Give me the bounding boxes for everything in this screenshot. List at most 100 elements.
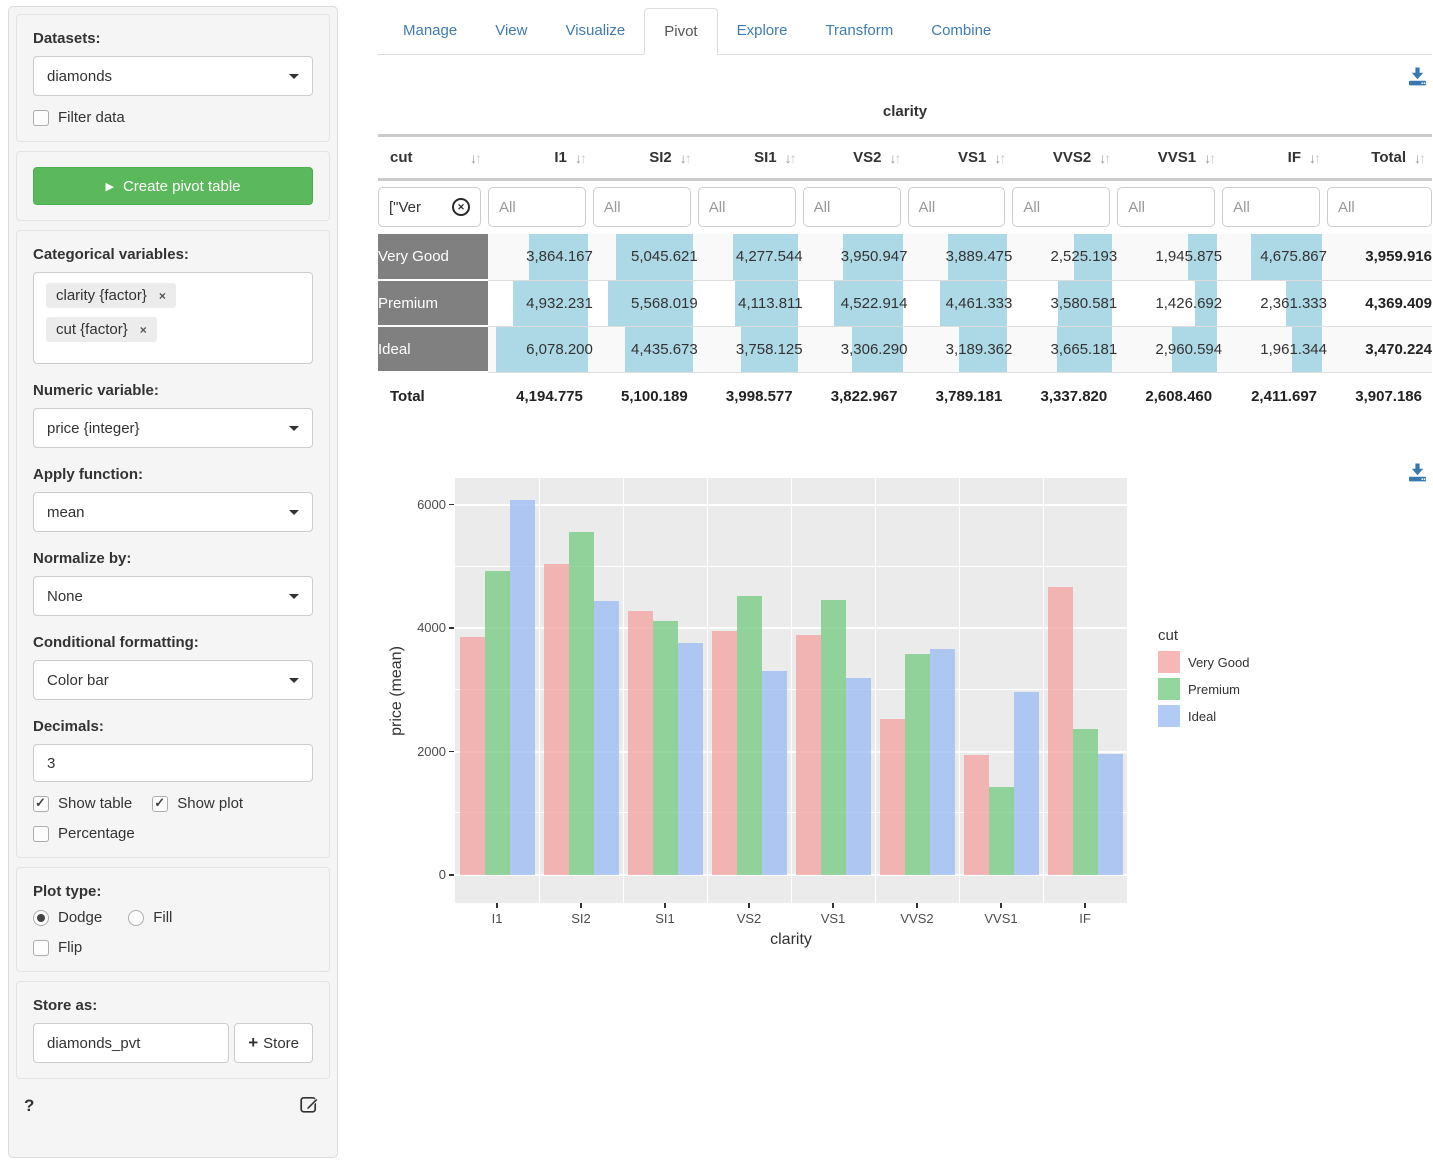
bar-premium — [568, 531, 594, 875]
pivot-cell: 3,580.581 — [1012, 280, 1118, 327]
numeric-select-value: price {integer} — [47, 419, 140, 437]
sort-icon[interactable]: ↓ ↑ — [1309, 149, 1321, 166]
download-plot-icon[interactable] — [1407, 463, 1428, 487]
filter-data-checkbox[interactable]: Filter data — [33, 109, 125, 126]
cell-value: 3,580.581 — [1050, 294, 1118, 312]
color-bar — [616, 234, 693, 280]
y-axis-title: price (mean) — [388, 646, 405, 736]
filter-input-i1[interactable]: All — [488, 187, 586, 227]
sort-icon[interactable]: ↓ ↑ — [994, 149, 1007, 166]
cell-value: 4,113.811 — [738, 294, 803, 312]
remove-tag-icon[interactable]: × — [139, 322, 147, 337]
sort-icon[interactable]: ↓ ↑ — [1099, 149, 1112, 166]
pivot-cell: 3,306.290 — [802, 326, 908, 373]
show-plot-checkbox[interactable]: Show plot — [152, 795, 243, 812]
sort-icon[interactable]: ↓ ↑ — [889, 149, 902, 166]
total-row-label: Total — [390, 388, 425, 405]
apply-function-select[interactable]: mean — [33, 492, 313, 532]
color-bar — [1172, 326, 1218, 372]
total-cell: 5,100.189 — [621, 387, 688, 405]
edit-report-icon[interactable] — [300, 1094, 320, 1118]
help-icon[interactable]: ? — [24, 1096, 35, 1115]
filter-input-vvs2[interactable]: All — [1012, 187, 1111, 227]
dataset-select[interactable]: diamonds — [33, 56, 313, 96]
sort-icon[interactable]: ↓ ↑ — [1204, 149, 1217, 166]
store-name-value: diamonds_pvt — [47, 1034, 141, 1052]
x-tick-label: IF — [1079, 911, 1091, 926]
tab-transform[interactable]: Transform — [825, 22, 894, 39]
tab-combine[interactable]: Combine — [931, 22, 992, 39]
legend-label: Ideal — [1188, 708, 1217, 724]
pivot-cell: 5,568.019 — [592, 280, 698, 327]
gridline-vertical — [791, 478, 792, 903]
create-pivot-button[interactable]: ▶ Create pivot table — [33, 167, 313, 205]
decimals-value: 3 — [47, 754, 56, 772]
header-label: SI1 — [754, 149, 777, 166]
tab-manage[interactable]: Manage — [403, 22, 458, 39]
radio-icon — [128, 909, 145, 926]
conditional-select[interactable]: Color bar — [33, 660, 313, 700]
tab-pivot[interactable]: Pivot — [644, 8, 718, 55]
decimals-input[interactable]: 3 — [33, 744, 313, 782]
percentage-checkbox[interactable]: Percentage — [33, 825, 135, 842]
filter-input-if[interactable]: All — [1222, 187, 1320, 227]
bar-premium — [736, 596, 762, 875]
pivot-cell: 3,950.947 — [802, 234, 908, 281]
sort-icon[interactable]: ↓ ↑ — [470, 149, 482, 166]
numeric-label: Numeric variable: — [33, 382, 159, 399]
cut-filter-input[interactable]: ["Ver ✕ — [378, 187, 481, 227]
download-table-icon[interactable] — [1407, 67, 1428, 91]
sort-icon[interactable]: ↓ ↑ — [1414, 149, 1426, 166]
header-label: VVS2 — [1052, 149, 1092, 166]
sort-icon[interactable]: ↓ ↑ — [574, 149, 587, 166]
normalize-select[interactable]: None — [33, 576, 313, 616]
color-bar — [1195, 280, 1218, 326]
clear-filter-icon[interactable]: ✕ — [452, 198, 470, 216]
filter-input-si1[interactable]: All — [697, 187, 796, 227]
pivot-cell: 4,675.867 — [1222, 234, 1327, 281]
filter-input-vs1[interactable]: All — [907, 187, 1006, 227]
x-axis-title: clarity — [770, 931, 812, 948]
color-bar — [958, 326, 1008, 372]
tab-visualize[interactable]: Visualize — [565, 22, 626, 39]
categorical-tag[interactable]: cut {factor} × — [46, 317, 157, 342]
filter-placeholder: All — [918, 198, 936, 216]
categorical-tag[interactable]: clarity {factor} × — [46, 283, 176, 308]
remove-tag-icon[interactable]: × — [158, 288, 166, 303]
cell-value: 5,045.621 — [631, 248, 698, 266]
show-table-checkbox[interactable]: Show table — [33, 795, 132, 812]
y-tick-label: 4000 — [417, 620, 446, 636]
tab-view[interactable]: View — [495, 22, 528, 39]
filter-placeholder: All — [708, 198, 726, 216]
plot-type-radio-fill[interactable]: Fill — [128, 909, 172, 926]
cell-value: 1,945.875 — [1155, 248, 1223, 266]
datasets-well: Datasets: diamonds Filter data — [16, 14, 330, 142]
sort-icon[interactable]: ↓ ↑ — [679, 149, 692, 166]
column-header-total: Total ↓ ↑ — [1327, 134, 1432, 181]
percentage-label: Percentage — [58, 825, 135, 842]
color-bar — [625, 326, 693, 372]
column-header-vvs1: VVS1 ↓ ↑ — [1117, 134, 1223, 181]
total-cell: 3,337.820 — [1040, 387, 1108, 405]
numeric-select[interactable]: price {integer} — [33, 408, 313, 448]
tab-explore[interactable]: Explore — [736, 22, 788, 39]
table-row: Ideal 6,078.200 4,435.673 3,758.125 3,306.29… — [378, 326, 1432, 373]
filter-input-si2[interactable]: All — [592, 187, 691, 227]
flip-checkbox[interactable]: Flip — [33, 939, 82, 956]
main-panel: Manage View Visualize Pivot Explore Transform… — [378, 0, 1432, 1158]
sort-icon[interactable]: ↓ ↑ — [784, 149, 797, 166]
store-button[interactable]: + Store — [234, 1023, 313, 1063]
show-plot-label: Show plot — [177, 795, 244, 812]
filter-input-vs2[interactable]: All — [802, 187, 901, 227]
filter-input-vvs1[interactable]: All — [1117, 187, 1216, 227]
bar-ideal — [677, 643, 703, 875]
categorical-multiselect[interactable]: clarity {factor} × cut {factor} × — [33, 272, 313, 364]
row-label: Premium — [378, 280, 488, 327]
plot-type-well: Plot type: Dodge Fill Flip — [16, 867, 330, 972]
bar-very-good — [963, 754, 989, 875]
legend-swatch — [1158, 678, 1180, 700]
color-bar — [833, 280, 903, 326]
store-name-input[interactable]: diamonds_pvt — [33, 1023, 230, 1063]
filter-input-total[interactable]: All — [1327, 187, 1432, 227]
plot-type-radio-dodge[interactable]: Dodge — [33, 909, 102, 926]
